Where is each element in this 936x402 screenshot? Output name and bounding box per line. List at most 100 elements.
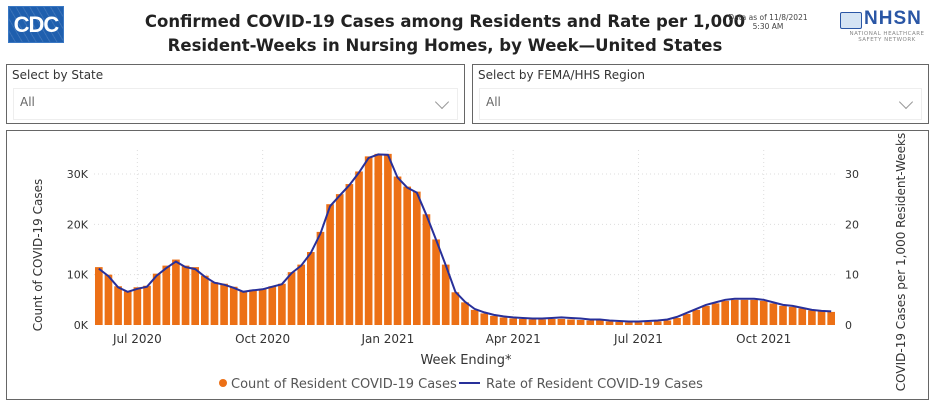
data-as-of-time: 5:30 AM [752, 22, 784, 31]
bar[interactable] [345, 184, 354, 325]
bar[interactable] [759, 300, 768, 325]
bar[interactable] [278, 283, 286, 325]
region-dropdown[interactable]: All [479, 88, 922, 120]
bar[interactable] [711, 303, 720, 325]
bar[interactable] [413, 191, 421, 325]
bar[interactable] [393, 176, 402, 325]
bar[interactable] [229, 286, 238, 325]
bar[interactable] [326, 204, 334, 325]
bar[interactable] [95, 267, 103, 325]
bar[interactable] [210, 282, 219, 325]
bar[interactable] [239, 290, 248, 325]
bar[interactable] [268, 286, 277, 325]
bar[interactable] [644, 321, 652, 325]
bar[interactable] [374, 153, 383, 325]
legend-line-label: Rate of Resident COVID-19 Cases [486, 377, 703, 392]
bar[interactable] [220, 283, 228, 325]
nhsn-subtitle-line-1: NATIONAL HEALTHCARE [849, 31, 925, 37]
bar[interactable] [104, 274, 113, 325]
bar[interactable] [249, 289, 257, 325]
bar[interactable] [586, 320, 595, 325]
x-tick-label: Oct 2021 [736, 332, 791, 346]
bar[interactable] [355, 171, 363, 325]
bar[interactable] [673, 317, 681, 325]
bar[interactable] [143, 285, 151, 325]
data-as-of: Data as of 11/8/2021 5:30 AM [728, 13, 808, 31]
bar[interactable] [201, 275, 209, 325]
x-tick-label: Jul 2021 [613, 332, 663, 346]
bar[interactable] [808, 310, 816, 325]
y2-tick-label: 0 [845, 319, 852, 332]
y2-tick-label: 20 [845, 218, 859, 231]
bar[interactable] [519, 318, 527, 325]
bar[interactable] [258, 288, 267, 325]
bar[interactable] [172, 259, 180, 325]
bar[interactable] [297, 264, 305, 325]
cdc-logo-text: CDC [13, 11, 60, 37]
bar[interactable] [432, 239, 440, 325]
bar[interactable] [451, 292, 460, 325]
bar[interactable] [114, 286, 122, 325]
bar[interactable] [480, 313, 489, 325]
bar[interactable] [625, 322, 633, 325]
bar[interactable] [538, 319, 546, 325]
bar[interactable] [133, 287, 142, 325]
bar[interactable] [403, 186, 411, 325]
bar[interactable] [596, 320, 604, 325]
bar[interactable] [490, 315, 498, 325]
bar[interactable] [615, 321, 623, 325]
bar[interactable] [422, 214, 431, 325]
bar[interactable] [740, 299, 749, 325]
bar[interactable] [769, 303, 778, 325]
bar[interactable] [287, 272, 296, 325]
bar[interactable] [653, 321, 662, 325]
title-line-2: Resident-Weeks in Nursing Homes, by Week… [167, 36, 723, 55]
bar[interactable] [307, 252, 315, 325]
nhsn-logo: NHSN NATIONAL HEALTHCARE SAFETY NETWORK [840, 8, 932, 50]
bar[interactable] [557, 318, 566, 325]
bar[interactable] [634, 322, 643, 325]
bar[interactable] [441, 264, 450, 325]
bar[interactable] [731, 299, 739, 325]
bar[interactable] [817, 311, 826, 325]
bar[interactable] [721, 300, 729, 325]
nhsn-subtitle: NATIONAL HEALTHCARE SAFETY NETWORK [842, 31, 932, 43]
bar[interactable] [528, 319, 537, 325]
y-tick-label: 30K [67, 168, 89, 181]
bar[interactable] [605, 321, 614, 325]
bar[interactable] [547, 318, 556, 325]
bar[interactable] [384, 153, 392, 325]
bar[interactable] [162, 265, 171, 325]
bar[interactable] [702, 305, 710, 325]
state-dropdown[interactable]: All [13, 88, 458, 120]
bar[interactable] [316, 231, 325, 325]
bar[interactable] [788, 306, 797, 325]
bar[interactable] [364, 156, 373, 325]
bar[interactable] [779, 305, 787, 325]
y-tick-label: 20K [67, 218, 89, 231]
bar[interactable] [123, 291, 132, 325]
bar[interactable] [499, 317, 508, 325]
y-tick-label: 10K [67, 269, 89, 282]
bar[interactable] [335, 194, 344, 325]
region-filter-label: Select by FEMA/HHS Region [478, 68, 646, 82]
bar[interactable] [576, 319, 585, 325]
bar[interactable] [750, 299, 758, 325]
legend-bar-marker [219, 379, 227, 387]
bar[interactable] [692, 309, 701, 325]
bar[interactable] [682, 313, 691, 325]
x-tick-label: Jan 2021 [360, 332, 414, 346]
bar[interactable] [567, 319, 575, 325]
region-filter: Select by FEMA/HHS Region All [472, 64, 929, 124]
bar[interactable] [827, 311, 835, 325]
page-title: Confirmed COVID-19 Cases among Residents… [120, 10, 770, 58]
bar[interactable] [663, 320, 672, 325]
bar[interactable] [191, 267, 199, 325]
bar[interactable] [798, 308, 807, 325]
bar[interactable] [509, 318, 517, 325]
bar[interactable] [152, 273, 161, 325]
bar[interactable] [181, 265, 190, 325]
bar[interactable] [461, 302, 469, 325]
bar[interactable] [470, 309, 479, 325]
